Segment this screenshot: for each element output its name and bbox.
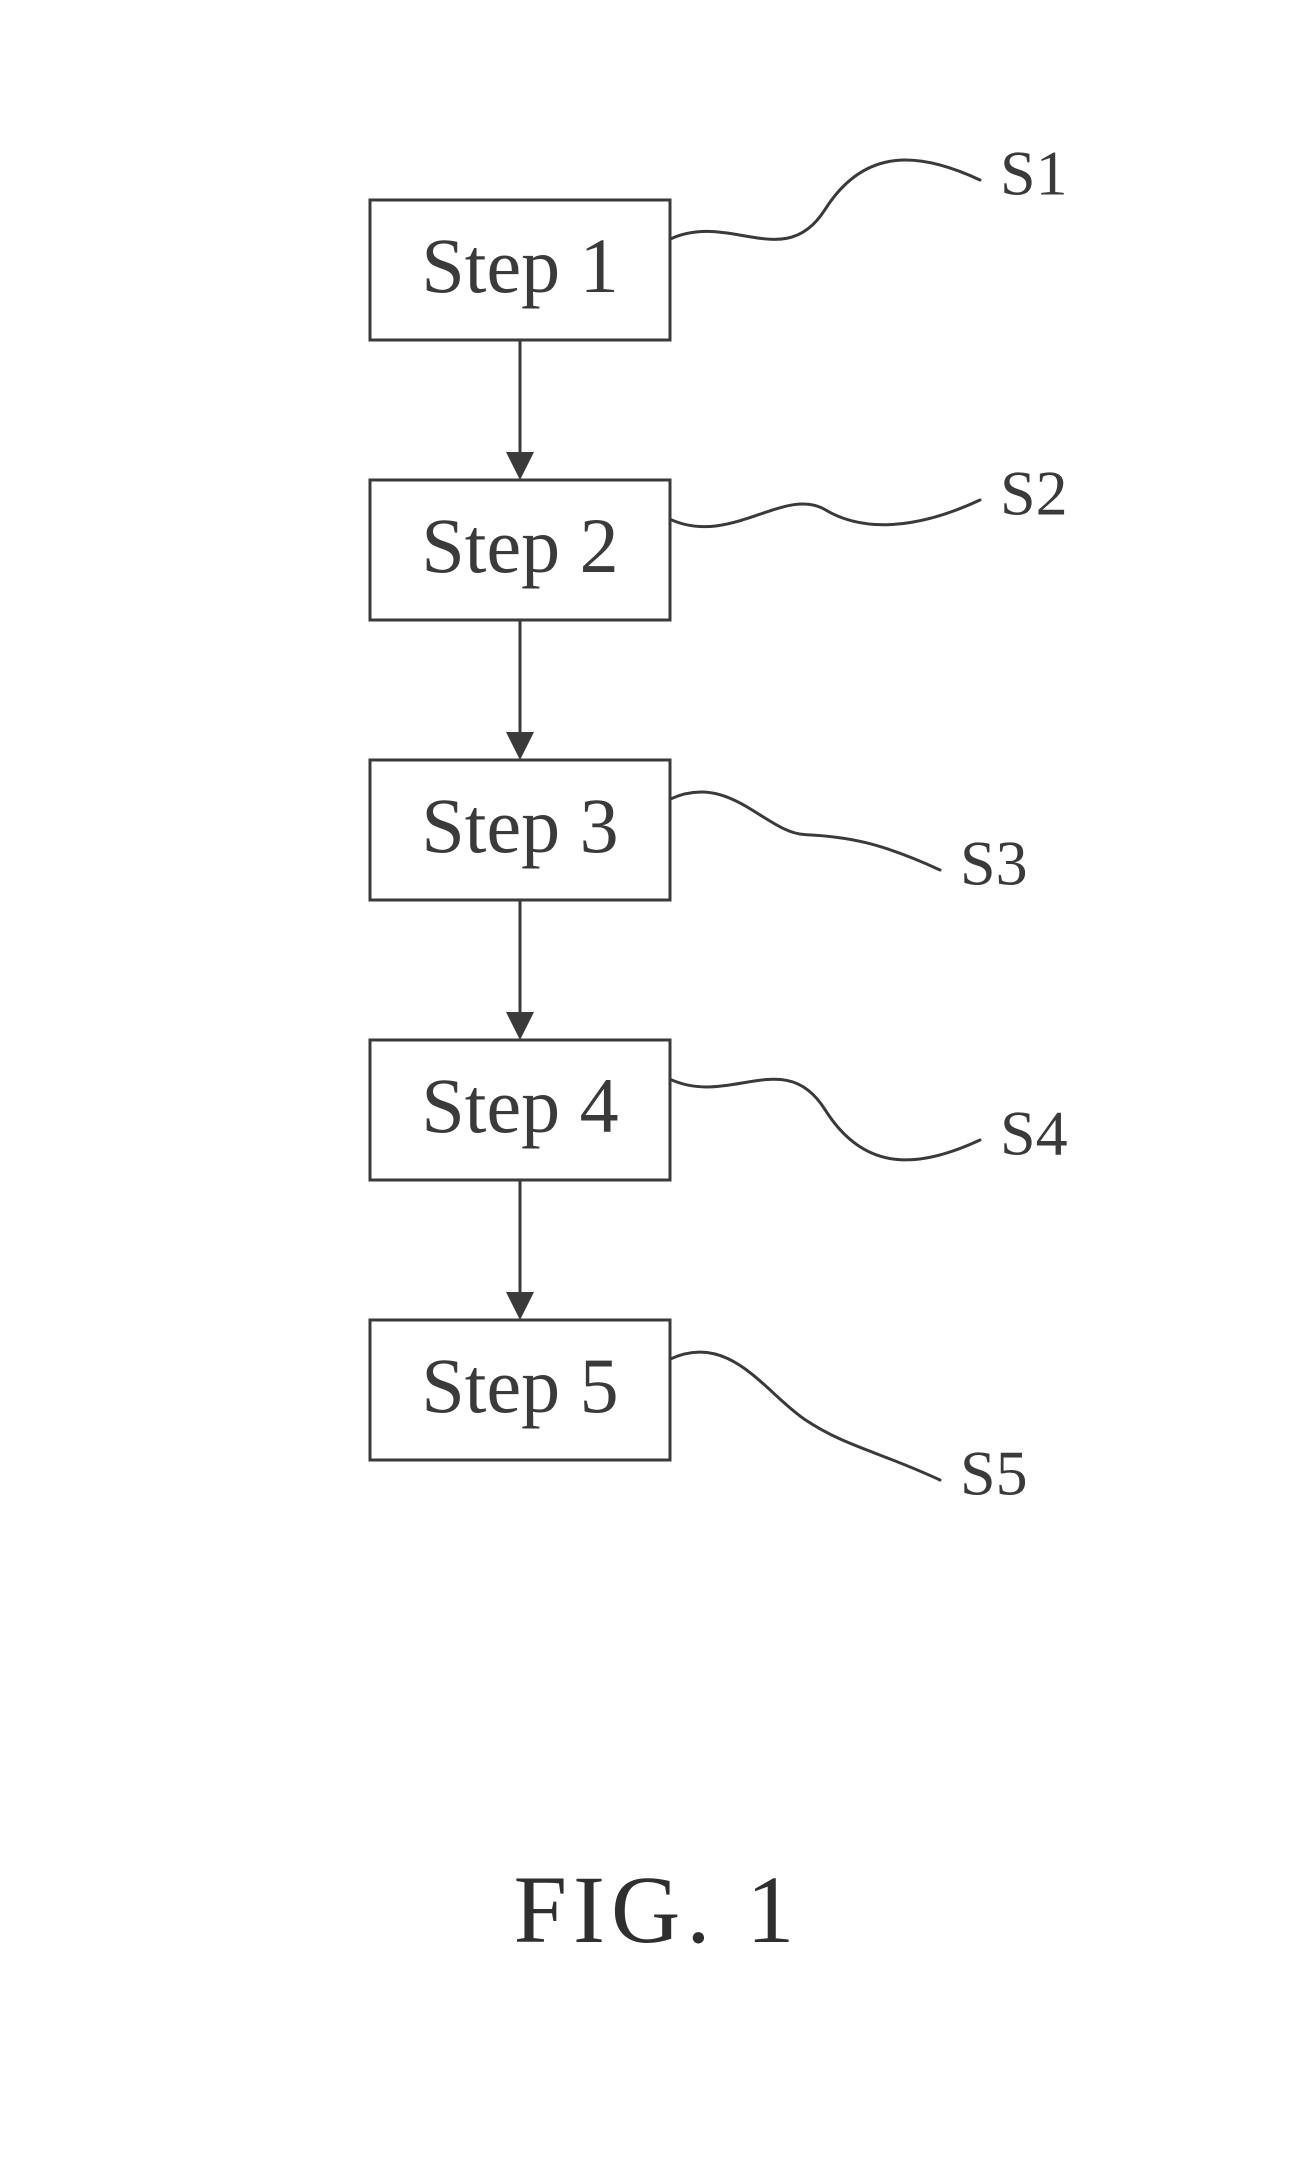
step-side-label: S2: [1000, 458, 1068, 529]
step-box-label: Step 1: [421, 222, 618, 309]
step-side-label: S1: [1000, 138, 1068, 209]
step-box-label: Step 2: [421, 502, 618, 589]
step-box-label: Step 3: [421, 782, 618, 869]
step-side-label: S5: [960, 1438, 1028, 1509]
step-box-label: Step 4: [421, 1062, 618, 1149]
figure-caption: FIG. 1: [514, 1856, 801, 1963]
flowchart-canvas: Step 1 S1 Step 2 S2 Step 3 S3 Step 4 S4 Step 5 S5…: [0, 0, 1314, 2166]
step-side-label: S4: [1000, 1098, 1068, 1169]
canvas-bg: [0, 0, 1314, 2166]
step-side-label: S3: [960, 828, 1028, 899]
step-box-label: Step 5: [421, 1342, 618, 1429]
